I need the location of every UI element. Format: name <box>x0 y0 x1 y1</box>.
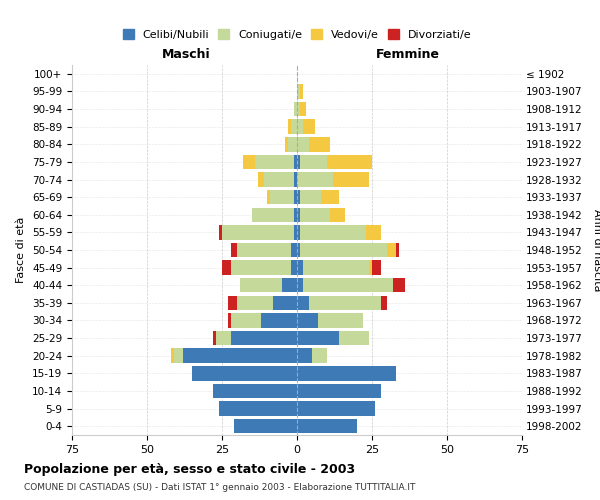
Bar <box>297 243 300 257</box>
Bar <box>309 296 381 310</box>
Y-axis label: Anni di nascita: Anni di nascita <box>592 209 600 291</box>
Bar <box>300 154 327 169</box>
Bar <box>261 314 297 328</box>
Bar <box>267 190 270 204</box>
Bar <box>192 366 297 380</box>
Bar <box>396 243 399 257</box>
Bar <box>294 172 297 186</box>
Bar <box>291 120 297 134</box>
Bar <box>294 225 297 240</box>
Bar <box>297 348 312 363</box>
Bar <box>303 278 393 292</box>
Bar <box>270 190 294 204</box>
Bar <box>303 260 369 275</box>
Bar <box>240 278 282 292</box>
Bar <box>333 172 369 186</box>
Bar <box>264 172 294 186</box>
Bar <box>297 225 300 240</box>
Bar <box>288 120 291 134</box>
Bar <box>231 260 291 275</box>
Bar <box>297 366 396 380</box>
Text: Femmine: Femmine <box>376 48 440 62</box>
Bar <box>282 278 297 292</box>
Bar <box>288 137 297 152</box>
Bar <box>297 84 300 98</box>
Text: COMUNE DI CASTIADAS (SU) - Dati ISTAT 1° gennaio 2003 - Elaborazione TUTTITALIA.: COMUNE DI CASTIADAS (SU) - Dati ISTAT 1°… <box>24 482 415 492</box>
Y-axis label: Fasce di età: Fasce di età <box>16 217 26 283</box>
Bar <box>300 208 330 222</box>
Bar <box>321 190 339 204</box>
Legend: Celibi/Nubili, Coniugati/e, Vedovi/e, Divorziati/e: Celibi/Nubili, Coniugati/e, Vedovi/e, Di… <box>119 26 475 44</box>
Bar <box>297 331 339 345</box>
Bar <box>219 225 222 240</box>
Bar <box>369 260 372 275</box>
Bar <box>237 243 291 257</box>
Bar <box>393 278 405 292</box>
Bar <box>219 402 297 416</box>
Bar <box>294 154 297 169</box>
Bar <box>300 190 321 204</box>
Bar <box>294 102 297 117</box>
Bar <box>171 348 174 363</box>
Bar <box>297 402 375 416</box>
Bar <box>231 243 237 257</box>
Bar <box>258 172 264 186</box>
Bar <box>312 348 327 363</box>
Bar <box>237 296 273 310</box>
Bar <box>327 154 372 169</box>
Bar <box>309 137 330 152</box>
Bar <box>297 120 303 134</box>
Bar <box>294 208 297 222</box>
Bar <box>300 225 366 240</box>
Text: Maschi: Maschi <box>161 48 211 62</box>
Bar <box>339 331 369 345</box>
Bar <box>297 278 303 292</box>
Bar <box>297 260 303 275</box>
Bar <box>300 84 303 98</box>
Bar <box>330 208 345 222</box>
Bar <box>303 120 315 134</box>
Bar <box>222 225 294 240</box>
Bar <box>297 102 300 117</box>
Bar <box>255 154 294 169</box>
Bar <box>243 154 255 169</box>
Bar <box>318 314 363 328</box>
Bar <box>381 296 387 310</box>
Bar <box>297 190 300 204</box>
Bar <box>234 419 297 434</box>
Bar <box>231 314 261 328</box>
Bar <box>174 348 183 363</box>
Bar <box>291 243 297 257</box>
Bar <box>285 137 288 152</box>
Bar <box>300 243 387 257</box>
Bar <box>273 296 297 310</box>
Bar <box>297 314 318 328</box>
Bar <box>252 208 294 222</box>
Bar <box>222 260 231 275</box>
Bar <box>372 260 381 275</box>
Bar <box>297 172 333 186</box>
Bar <box>297 137 309 152</box>
Bar <box>297 154 300 169</box>
Bar <box>297 208 300 222</box>
Bar <box>297 296 309 310</box>
Bar <box>213 331 216 345</box>
Bar <box>387 243 396 257</box>
Bar <box>228 314 231 328</box>
Bar <box>297 384 381 398</box>
Text: Popolazione per età, sesso e stato civile - 2003: Popolazione per età, sesso e stato civil… <box>24 462 355 475</box>
Bar <box>297 419 357 434</box>
Bar <box>228 296 237 310</box>
Bar <box>213 384 297 398</box>
Bar <box>294 190 297 204</box>
Bar <box>366 225 381 240</box>
Bar <box>231 331 297 345</box>
Bar <box>291 260 297 275</box>
Bar <box>300 102 306 117</box>
Bar <box>183 348 297 363</box>
Bar <box>216 331 231 345</box>
